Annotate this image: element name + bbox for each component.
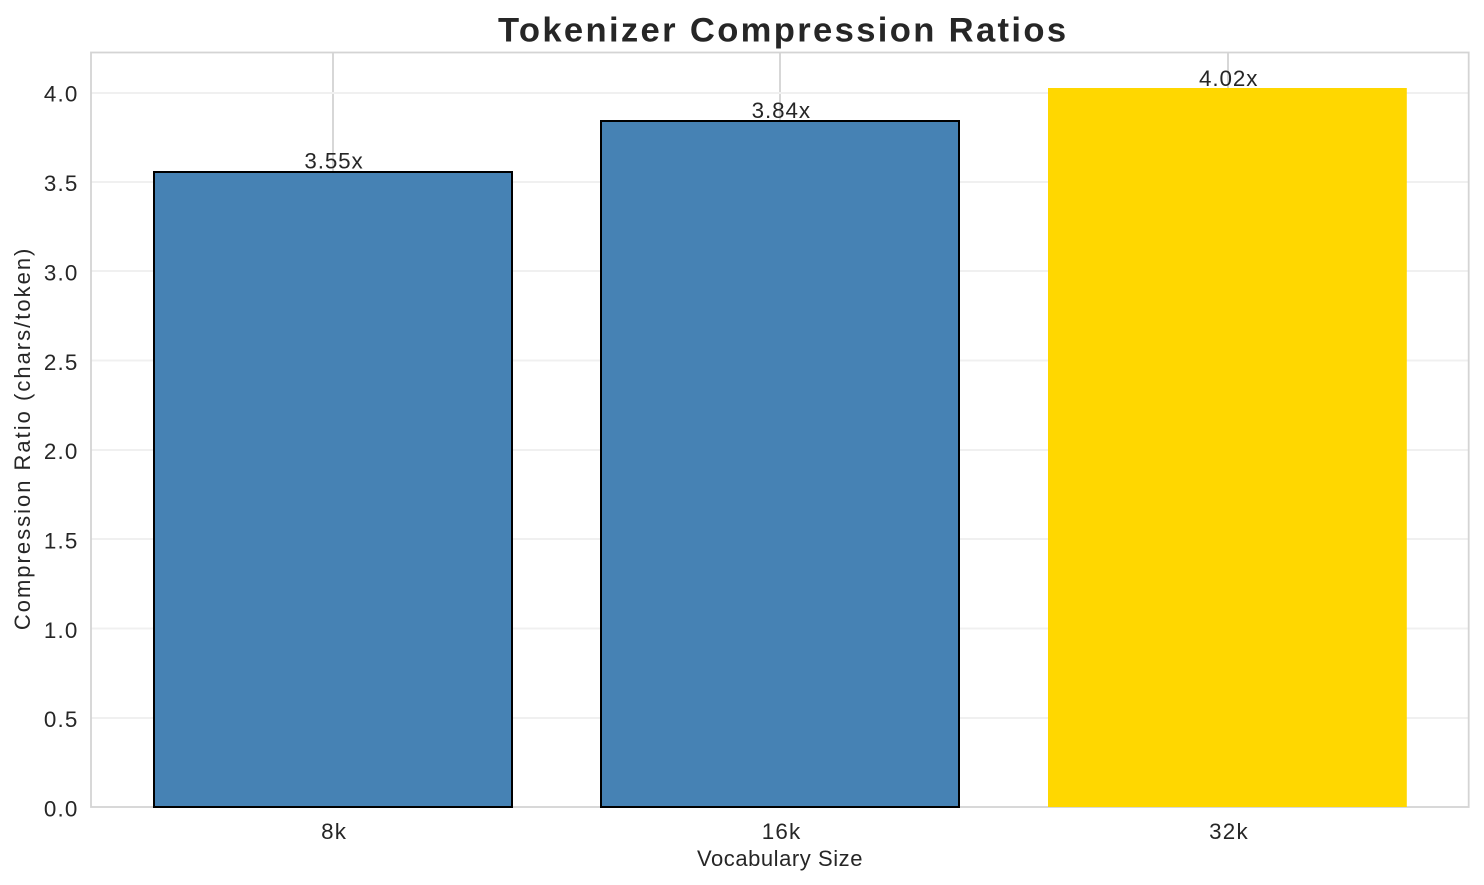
svg-text:32k: 32k (1209, 819, 1249, 844)
svg-text:0.5: 0.5 (44, 707, 79, 732)
svg-text:4.0: 4.0 (44, 82, 79, 107)
svg-text:3.5: 3.5 (44, 171, 79, 196)
svg-text:Tokenizer Compression Ratios: Tokenizer Compression Ratios (498, 11, 1069, 49)
svg-text:Compression Ratio (chars/token: Compression Ratio (chars/token) (10, 247, 35, 631)
svg-text:8k: 8k (321, 819, 347, 844)
svg-text:3.55x: 3.55x (304, 149, 363, 174)
svg-text:3.0: 3.0 (44, 260, 79, 285)
svg-text:0.0: 0.0 (44, 797, 79, 822)
svg-text:Vocabulary Size: Vocabulary Size (697, 846, 863, 871)
svg-text:4.02x: 4.02x (1199, 66, 1258, 91)
svg-text:2.5: 2.5 (44, 350, 79, 375)
svg-text:16k: 16k (762, 819, 802, 844)
svg-text:1.0: 1.0 (44, 618, 79, 643)
svg-text:3.84x: 3.84x (752, 98, 811, 123)
svg-text:2.0: 2.0 (44, 439, 79, 464)
svg-text:1.5: 1.5 (44, 529, 79, 554)
